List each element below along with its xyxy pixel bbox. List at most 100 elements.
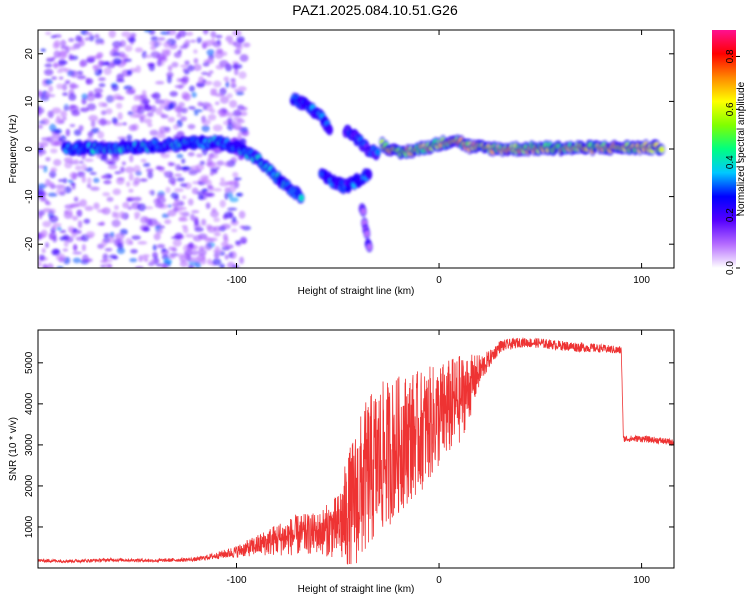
- spectrogram-speckle: [38, 90, 43, 98]
- spectrogram-speckle: [150, 258, 160, 264]
- spectrogram-speckle: [128, 172, 134, 181]
- spectrogram-speckle: [55, 188, 66, 195]
- spectrogram-speckle: [86, 31, 93, 36]
- spectrogram-speckle: [219, 181, 230, 187]
- spectrogram-speckle: [62, 177, 68, 184]
- spectrogram-speckle: [86, 93, 96, 102]
- x-tick-label: 100: [633, 275, 650, 286]
- spectrogram-speckle: [129, 114, 140, 118]
- spectrogram-speckle: [95, 53, 102, 60]
- spectrogram-speckle: [97, 60, 103, 68]
- spectrogram-speckle: [141, 98, 150, 105]
- spectrogram-speckle: [139, 116, 145, 123]
- spectrogram-speckle: [227, 207, 238, 211]
- spectrogram-speckle: [181, 225, 188, 229]
- spectrogram-speckle: [142, 226, 149, 232]
- spectrogram-speckle: [231, 216, 237, 224]
- spectrogram-speckle: [223, 76, 230, 82]
- spectrogram-speckle: [161, 264, 168, 268]
- spectrogram-speckle: [86, 183, 92, 189]
- spectrogram-speckle: [70, 70, 78, 78]
- spectrogram-speckle: [234, 68, 239, 76]
- spectrogram-speckle: [104, 247, 113, 252]
- y-tick-label: -10: [24, 189, 35, 204]
- spectrogram-speckle: [60, 39, 67, 48]
- spectrogram-speckle: [237, 131, 242, 138]
- spectrogram-speckle: [168, 246, 176, 251]
- x-tick-label: -100: [226, 275, 246, 286]
- spectrogram-speckle: [90, 127, 100, 134]
- spectrogram-speckle: [193, 49, 198, 54]
- spectrogram-speckle: [205, 192, 215, 198]
- colorbar-bar: [712, 30, 736, 268]
- spectrogram-speckle: [65, 128, 71, 137]
- spectrogram-speckle: [47, 192, 58, 197]
- spectrogram-speckle: [68, 46, 77, 51]
- spectrogram-speckle: [115, 102, 123, 109]
- spectrogram-speckle: [85, 231, 96, 238]
- spectrogram-speckle: [200, 256, 207, 265]
- spectrogram-speckle: [76, 70, 84, 75]
- spectrogram-speckle: [53, 50, 61, 59]
- spectrogram-speckle: [192, 235, 203, 242]
- spectrogram-speckle: [173, 106, 182, 113]
- spectrogram-speckle: [185, 233, 195, 238]
- spectrogram-speckle: [232, 171, 239, 178]
- spectrogram-speckle: [75, 165, 82, 171]
- spectrogram-speckle: [180, 77, 188, 86]
- spectrogram-speckle: [72, 243, 78, 252]
- spectrogram-speckle: [223, 161, 234, 168]
- spectrogram-speckle: [161, 248, 167, 253]
- snr-panel: -100 0 100 5000 4000 3000 2000 1000 Height of s…: [8, 329, 675, 595]
- spectrogram-speckle: [93, 202, 100, 210]
- x-tick-label: 0: [436, 575, 442, 586]
- spectrogram-speckle: [147, 122, 153, 128]
- spectrogram-speckle: [135, 65, 142, 74]
- snr-ylabel: SNR (10 * v/v): [8, 417, 19, 481]
- spectrogram-speckle: [198, 76, 205, 84]
- spectrogram-speckle: [159, 103, 169, 110]
- spectrogram-speckle: [98, 77, 106, 82]
- spectrogram-speckle: [183, 93, 191, 102]
- spectrogram-speckle: [233, 88, 239, 93]
- spectrogram-speckle: [86, 57, 95, 63]
- spectrogram-speckle: [237, 86, 247, 92]
- spectrogram-speckle: [155, 107, 163, 116]
- spectrogram-speckle: [201, 188, 209, 192]
- spectrogram-speckle: [40, 48, 46, 53]
- spectrogram-speckle: [109, 231, 115, 238]
- spectrogram-speckle: [214, 245, 221, 253]
- spectrogram-speckle: [142, 254, 151, 258]
- spectrogram-speckle: [235, 240, 241, 245]
- spectrogram-speckle: [150, 105, 157, 113]
- track-core: [374, 148, 381, 156]
- spectrogram-speckle: [137, 203, 147, 212]
- spectrogram-speckle: [109, 254, 118, 260]
- spectrogram-speckle: [69, 82, 77, 90]
- spectrogram-speckle: [55, 184, 66, 189]
- spectrogram-speckle: [144, 30, 152, 33]
- spectrogram-speckle: [196, 191, 206, 196]
- spectrogram-speckle: [130, 248, 138, 254]
- spectrogram-speckle: [239, 236, 248, 244]
- spectrogram-speckle: [206, 49, 215, 56]
- spectrogram-speckle: [125, 89, 136, 95]
- colorbar-tick-label: 0.8: [725, 49, 736, 63]
- spectrogram-speckle: [62, 248, 69, 252]
- y-tick-label: 20: [24, 48, 35, 60]
- spectrogram-speckle: [115, 96, 125, 100]
- spectrogram-speckle: [59, 229, 67, 234]
- spectrogram-speckle: [81, 243, 87, 252]
- spectrogram-speckle: [129, 240, 134, 245]
- spectrogram-speckle: [182, 195, 187, 200]
- spectrogram-speckle: [188, 169, 198, 176]
- spectrogram-speckle: [87, 131, 94, 138]
- spectrogram-speckle: [98, 68, 103, 74]
- spectrogram-speckle: [178, 101, 185, 108]
- spectrogram-speckle: [112, 57, 122, 65]
- spectrogram-speckle: [72, 251, 83, 255]
- spectrogram-speckle: [111, 84, 119, 92]
- spectrogram-speckle: [213, 217, 221, 222]
- spectrogram-speckle: [150, 36, 159, 42]
- spectrogram-speckle: [84, 158, 94, 162]
